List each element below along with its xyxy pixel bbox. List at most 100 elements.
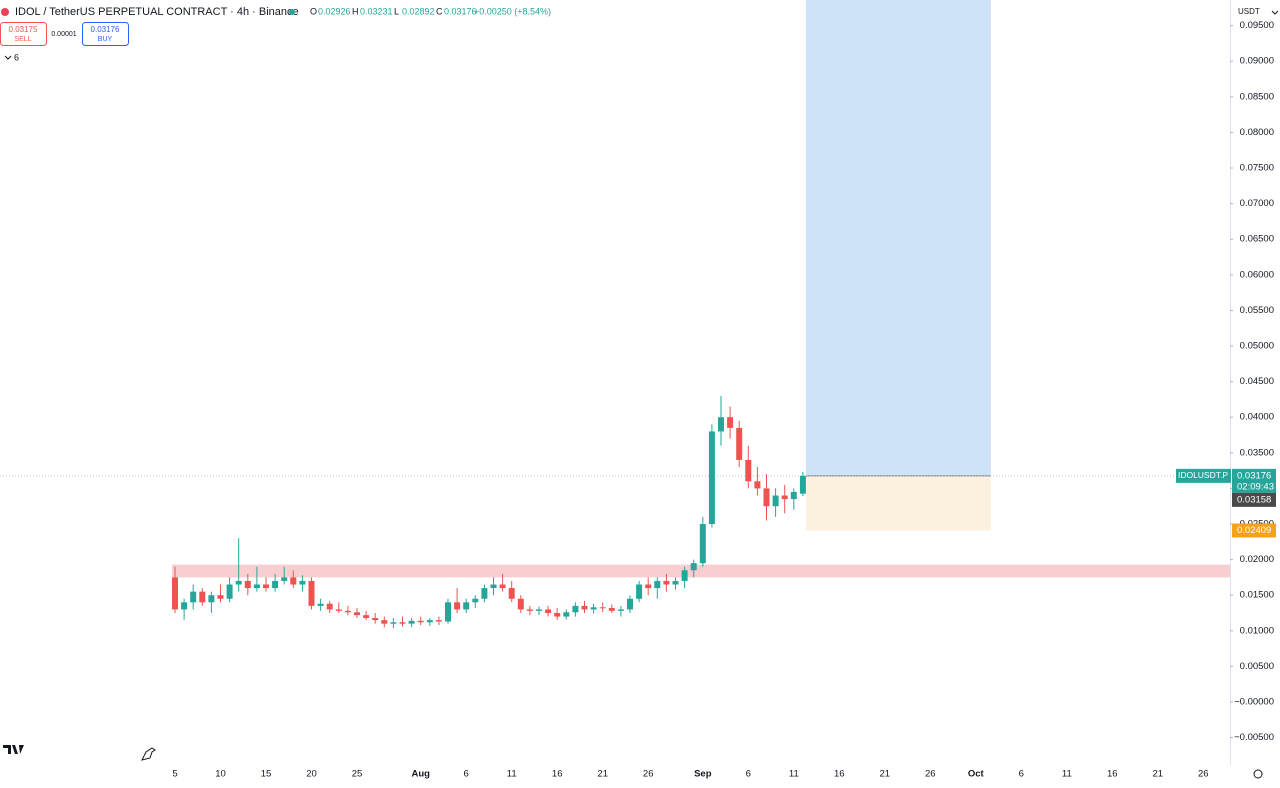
- candle-body: [217, 595, 224, 599]
- candle-body: [308, 580, 315, 606]
- y-tick-label: 0.05000: [1240, 341, 1274, 352]
- position-target: [805, 0, 991, 476]
- y-tick-label: 0.04000: [1240, 412, 1274, 423]
- candle-body: [536, 609, 542, 611]
- ohlc-label: H: [352, 6, 359, 16]
- candle-body: [426, 620, 433, 623]
- candle-body: [736, 427, 743, 460]
- symbol-tag: [1176, 468, 1231, 483]
- candle-body: [718, 417, 724, 432]
- candle-body: [526, 609, 533, 611]
- x-tick-label: 11: [507, 769, 517, 780]
- candle-body: [727, 417, 734, 428]
- x-tick-label: 26: [1198, 769, 1209, 780]
- x-tick-label: 11: [1062, 769, 1072, 780]
- sell-label: SELL: [14, 36, 31, 43]
- y-tick-label: 0.06000: [1240, 269, 1274, 280]
- y-tick-label: 0.09000: [1240, 56, 1274, 67]
- x-tick-label: 20: [306, 769, 317, 780]
- candle-body: [372, 617, 379, 621]
- candle-body: [708, 431, 715, 525]
- x-tick-label: 21: [1153, 769, 1164, 780]
- position-stop: [805, 475, 991, 531]
- y-tick-label: 0.02000: [1240, 554, 1274, 565]
- candle-body: [190, 591, 197, 603]
- symbol-logo: [1, 8, 9, 16]
- last-price-text: 0.03176: [1237, 470, 1271, 481]
- candle-body: [263, 584, 269, 589]
- candle-body: [490, 584, 497, 589]
- tv-logo: [3, 745, 24, 754]
- symbol-tag-text: IDOLUSDT.P: [1178, 470, 1228, 480]
- buy-price: 0.03176: [91, 25, 120, 34]
- x-tick-label: 6: [464, 769, 469, 780]
- candle-body: [472, 598, 479, 603]
- x-tick-label: Aug: [411, 769, 430, 780]
- x-tick-label: 10: [215, 769, 226, 780]
- candle-body: [244, 580, 251, 589]
- candle-body: [417, 620, 424, 623]
- zone: [172, 564, 1230, 578]
- settings-icon[interactable]: [1253, 769, 1263, 779]
- y-tick-label: 0.06500: [1240, 234, 1274, 245]
- ohlc-label: C: [436, 6, 443, 16]
- y-tick-label: 0.03500: [1240, 447, 1274, 458]
- candle-body: [699, 524, 706, 564]
- y-tick-label: 0.08000: [1240, 127, 1274, 138]
- candle-body: [690, 563, 697, 571]
- candle-body: [627, 598, 633, 610]
- change: +0.00250 (+8.54%): [474, 6, 551, 16]
- x-tick-label: 6: [1019, 769, 1024, 780]
- x-tick-label: 25: [352, 769, 363, 780]
- currency-menu[interactable]: [1271, 10, 1279, 15]
- candle-body: [599, 607, 606, 609]
- x-tick-label: 15: [261, 769, 272, 780]
- chart-title: IDOL / TetherUS PERPETUAL CONTRACT · 4h …: [15, 6, 299, 18]
- candle-body: [381, 620, 388, 624]
- candle-body: [253, 584, 260, 589]
- candle-body: [235, 580, 242, 585]
- marked-price-tag: [1232, 492, 1276, 507]
- candle-body: [208, 595, 215, 603]
- ohlc-value: 0.02926: [318, 6, 351, 16]
- y-tick-label: −0.00000: [1234, 697, 1274, 708]
- x-tick-label: 5: [172, 769, 177, 780]
- y-tick-label: 0.01500: [1240, 590, 1274, 601]
- ohlc-legend: O 0.02926 H 0.03231 L 0.02892 C 0.03176+0.00250…: [310, 6, 551, 16]
- replay-icon[interactable]: [141, 747, 156, 761]
- x-tick-label: 16: [1107, 769, 1118, 780]
- candle-body: [326, 603, 333, 610]
- candle-body: [335, 609, 342, 611]
- collapse-icon[interactable]: [4, 55, 12, 60]
- candle-body: [608, 608, 615, 611]
- candle-body: [763, 488, 770, 507]
- buy-button[interactable]: [82, 22, 129, 46]
- candle-body: [226, 584, 233, 599]
- candle-body: [463, 602, 470, 610]
- candle-body: [199, 591, 206, 603]
- candle-body: [790, 491, 797, 500]
- candle-body: [344, 610, 351, 613]
- candle-body: [572, 605, 579, 613]
- candle-body: [172, 577, 178, 610]
- candle-body: [281, 577, 288, 581]
- ohlc-label: L: [394, 6, 399, 16]
- candle-body: [781, 495, 788, 500]
- x-tick-label: 26: [643, 769, 654, 780]
- sell-button[interactable]: [0, 22, 47, 46]
- countdown: 02:09:43: [1237, 481, 1274, 492]
- x-tick-label: 21: [880, 769, 891, 780]
- x-tick-label: Oct: [968, 769, 985, 780]
- candle-body: [508, 588, 515, 599]
- indicator-count: 6: [14, 52, 19, 62]
- candle-body: [408, 620, 415, 624]
- ohlc-value: 0.02892: [402, 6, 435, 16]
- marked-price-text: 0.03158: [1237, 494, 1271, 505]
- candle-body: [799, 475, 806, 494]
- candle-body: [354, 612, 360, 616]
- y-tick-label: 0.08500: [1240, 91, 1274, 102]
- candle-body: [663, 580, 670, 585]
- candle-body: [654, 580, 661, 589]
